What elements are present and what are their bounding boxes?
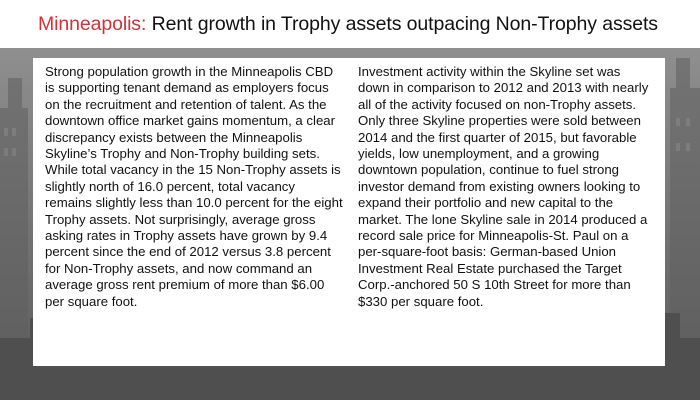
slide-header: Minneapolis: Rent growth in Trophy asset… <box>0 0 700 48</box>
right-column: Investment activity within the Skyline s… <box>358 64 654 310</box>
skyline-background: Strong population growth in the Minneapo… <box>0 48 700 400</box>
title-city: Minneapolis: <box>38 13 147 35</box>
right-paragraph: Investment activity within the Skyline s… <box>358 64 649 309</box>
left-paragraph: Strong population growth in the Minneapo… <box>45 64 343 309</box>
slide-title: Minneapolis: Rent growth in Trophy asset… <box>38 12 658 36</box>
title-rest: Rent growth in Trophy assets outpacing N… <box>146 13 658 35</box>
text-panel: Strong population growth in the Minneapo… <box>33 58 665 366</box>
left-column: Strong population growth in the Minneapo… <box>45 64 345 310</box>
